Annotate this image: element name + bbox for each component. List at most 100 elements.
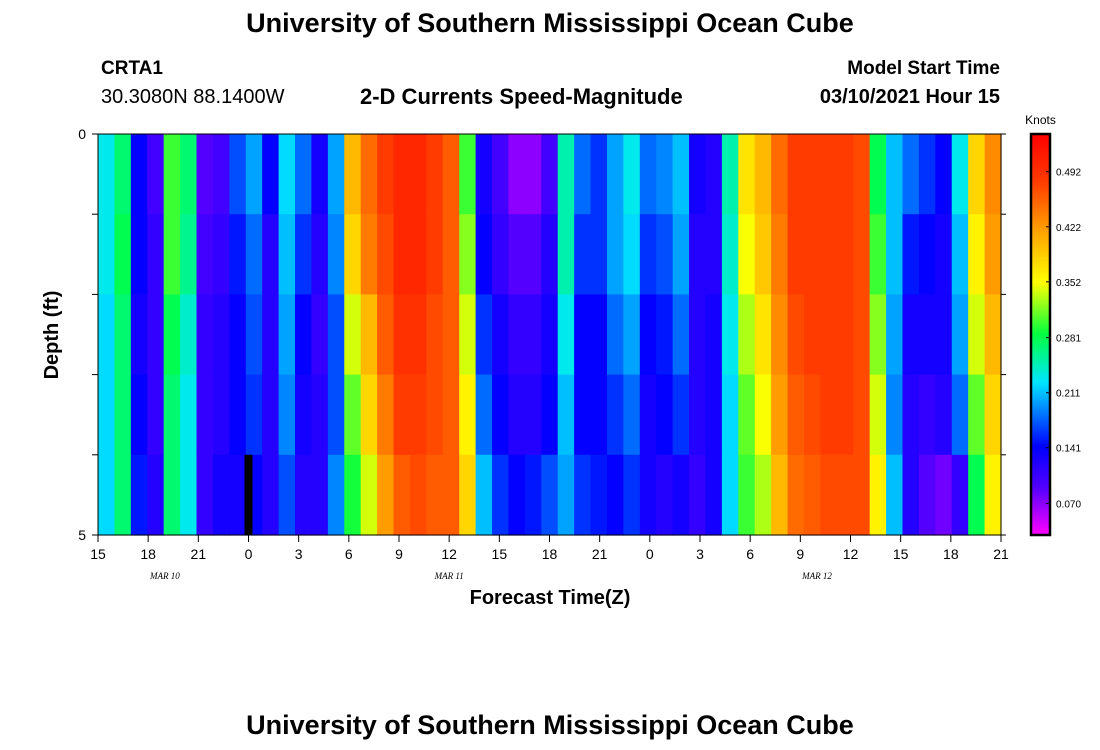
heatmap-cell xyxy=(836,214,854,295)
heatmap-cell xyxy=(820,294,838,376)
heatmap-cell xyxy=(606,294,624,376)
station-coords: 30.3080N 88.1400W xyxy=(101,86,285,108)
heatmap-cell xyxy=(229,294,247,376)
heatmap-cell xyxy=(968,214,986,295)
heatmap-cell xyxy=(853,454,871,536)
heatmap-cell xyxy=(229,374,247,456)
x-tick-label: 9 xyxy=(395,546,403,562)
heatmap-cell xyxy=(787,454,805,536)
x-tick-label: 12 xyxy=(441,546,457,562)
colorbar-tick-label: 0.070 xyxy=(1056,500,1081,511)
x-tick-label: 21 xyxy=(191,546,207,562)
heatmap-cell xyxy=(475,294,493,376)
heatmap-cell xyxy=(902,454,920,536)
heatmap-cell xyxy=(689,214,707,295)
heatmap-cell xyxy=(130,134,148,215)
x-axis: 15 18 21 0 3 6 9 12 15 18 21 0 3 6 9 12 15 18 21 MAR 10 MAR … xyxy=(90,535,1009,581)
heatmap-cell xyxy=(639,454,657,536)
page-title: University of Southern Mississippi Ocean… xyxy=(246,8,854,38)
heatmap-cell xyxy=(492,214,510,295)
heatmap-cell xyxy=(721,134,739,215)
x-tick-label: 18 xyxy=(140,546,156,562)
heatmap-cell xyxy=(935,374,953,456)
heatmap-cell xyxy=(935,134,953,215)
heatmap-cell xyxy=(344,134,362,215)
heatmap-cell xyxy=(606,214,624,295)
heatmap-cell xyxy=(98,374,116,456)
heatmap-cell xyxy=(278,374,296,456)
heatmap-cell xyxy=(98,454,116,536)
heatmap-cell xyxy=(689,454,707,536)
heatmap-cell xyxy=(377,214,395,295)
heatmap-cell xyxy=(606,374,624,456)
colorbar-tick-label: 0.492 xyxy=(1056,168,1081,179)
heatmap-cell xyxy=(984,294,1002,376)
colorbar-tick-label: 0.281 xyxy=(1056,334,1081,345)
heatmap-cell xyxy=(524,454,542,536)
heatmap-cell xyxy=(541,134,559,215)
heatmap-cell xyxy=(393,454,411,536)
heatmap-cell xyxy=(557,454,575,536)
heatmap-cell xyxy=(689,294,707,376)
heatmap-cell xyxy=(262,214,280,295)
heatmap-cell xyxy=(163,214,181,295)
heatmap-cell xyxy=(524,214,542,295)
heatmap-cell xyxy=(180,134,198,215)
heatmap-cell xyxy=(590,134,608,215)
heatmap-cell xyxy=(787,214,805,295)
x-tick-label: 12 xyxy=(843,546,859,562)
heatmap-cell xyxy=(754,214,772,295)
heatmap-cell xyxy=(951,454,969,536)
heatmap-cell xyxy=(869,454,887,536)
heatmap-cell xyxy=(902,214,920,295)
heatmap-cell xyxy=(409,294,427,376)
heatmap-cell xyxy=(524,134,542,215)
heatmap-cell xyxy=(147,374,165,456)
heatmap-cell xyxy=(902,374,920,456)
heatmap-cell xyxy=(147,294,165,376)
x-tick-label: 18 xyxy=(943,546,959,562)
heatmap-cell xyxy=(656,294,674,376)
heatmap-cell xyxy=(508,214,526,295)
heatmap-cell xyxy=(803,214,821,295)
footer-title: University of Southern Mississippi Ocean… xyxy=(246,710,854,740)
heatmap-cell xyxy=(426,214,444,295)
heatmap-cell xyxy=(360,214,378,295)
heatmap-cell xyxy=(98,134,116,215)
heatmap-cell xyxy=(935,294,953,376)
heatmap-cells xyxy=(98,134,1002,536)
heatmap-cell xyxy=(130,374,148,456)
heatmap-cell xyxy=(853,374,871,456)
heatmap-cell xyxy=(180,214,198,295)
heatmap-cell xyxy=(689,374,707,456)
heatmap-cell xyxy=(623,454,641,536)
heatmap-cell xyxy=(475,134,493,215)
heatmap-cell xyxy=(475,454,493,536)
heatmap-cell xyxy=(393,214,411,295)
heatmap-cell xyxy=(147,214,165,295)
heatmap-cell xyxy=(114,374,132,456)
heatmap-cell xyxy=(147,134,165,215)
heatmap-cell xyxy=(196,294,214,376)
x-tick-label: 3 xyxy=(696,546,704,562)
heatmap-cell xyxy=(705,374,723,456)
heatmap-cell xyxy=(229,214,247,295)
x-tick-label: 0 xyxy=(646,546,654,562)
heatmap-cell xyxy=(639,214,657,295)
heatmap-cell xyxy=(639,134,657,215)
heatmap-cell xyxy=(459,454,477,536)
heatmap-cell xyxy=(639,294,657,376)
x-tick-label: 6 xyxy=(345,546,353,562)
heatmap-cell xyxy=(393,134,411,215)
heatmap-cell xyxy=(574,454,592,536)
heatmap-cell xyxy=(344,454,362,536)
heatmap-cell xyxy=(442,134,460,215)
heatmap-cell xyxy=(705,454,723,536)
heatmap-cell xyxy=(672,214,690,295)
heatmap-cell xyxy=(327,454,345,536)
heatmap-cell xyxy=(557,294,575,376)
heatmap-cell xyxy=(984,134,1002,215)
heatmap-cell xyxy=(327,374,345,456)
heatmap-cell xyxy=(968,454,986,536)
